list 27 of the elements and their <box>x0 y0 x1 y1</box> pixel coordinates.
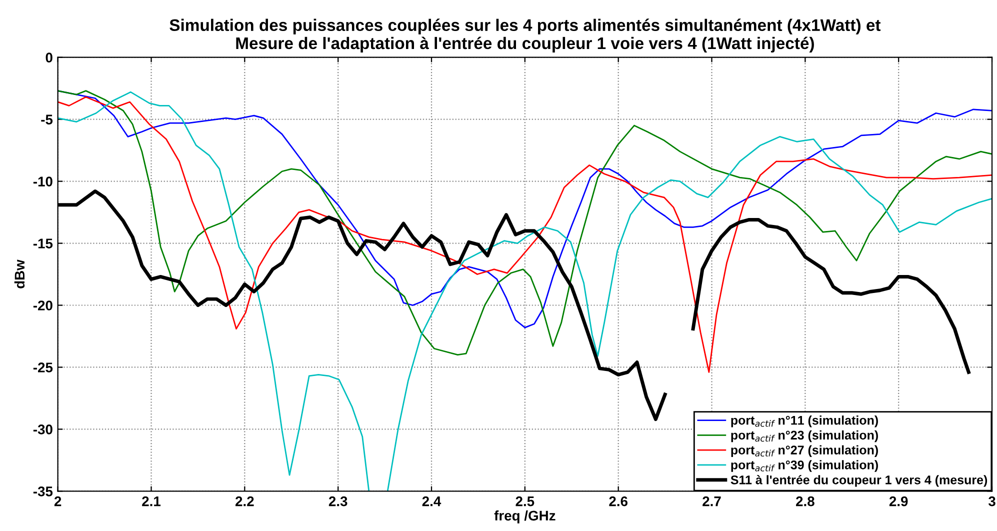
x-tick-label: 2.7 <box>702 496 721 506</box>
legend-label: port$_{actif}$ n°23 (simulation) <box>731 430 878 442</box>
x-axis-title: freq /GHz <box>494 510 556 524</box>
y-tick-label: -10 <box>33 176 52 186</box>
y-tick-label: -25 <box>33 362 53 372</box>
y-tick-label: -15 <box>33 238 53 248</box>
x-tick-label: 2.5 <box>516 496 534 506</box>
x-tick-label: 3 <box>988 496 996 506</box>
x-tick-label: 2.6 <box>609 496 628 506</box>
x-tick-label: 2.3 <box>328 496 348 506</box>
legend-label: port$_{actif}$ n°11 (simulation) <box>731 416 878 428</box>
x-tick-label: 2 <box>54 496 62 506</box>
legend-label: port$_{actif}$ n°39 (simulation) <box>731 460 878 472</box>
x-tick-label: 2.4 <box>422 496 442 506</box>
x-tick-label: 2.8 <box>796 496 814 506</box>
y-tick-label: -20 <box>33 300 52 310</box>
chart-title: Simulation des puissances couplées sur les 4 ports alimentés simultanément (4x1Watt) et Mesure de l'adaptation à l'entrée du coupleur 1 voie vers 4 (1Watt injecté) <box>170 18 881 52</box>
y-axis-title: dBw <box>14 260 25 288</box>
y-tick-label: -35 <box>33 486 53 496</box>
y-tick-label: 0 <box>46 52 52 63</box>
y-tick-label: -30 <box>33 424 52 434</box>
y-tick-label: -5 <box>41 114 53 124</box>
legend-label: S11 à l'entrée du coupeur 1 vers 4 (mesure) <box>730 475 988 487</box>
x-tick-label: 2.2 <box>235 496 254 506</box>
x-tick-label: 2.9 <box>889 496 908 506</box>
x-tick-label: 2.1 <box>142 496 161 506</box>
legend-label: port$_{actif}$ n°27 (simulation) <box>731 445 878 457</box>
